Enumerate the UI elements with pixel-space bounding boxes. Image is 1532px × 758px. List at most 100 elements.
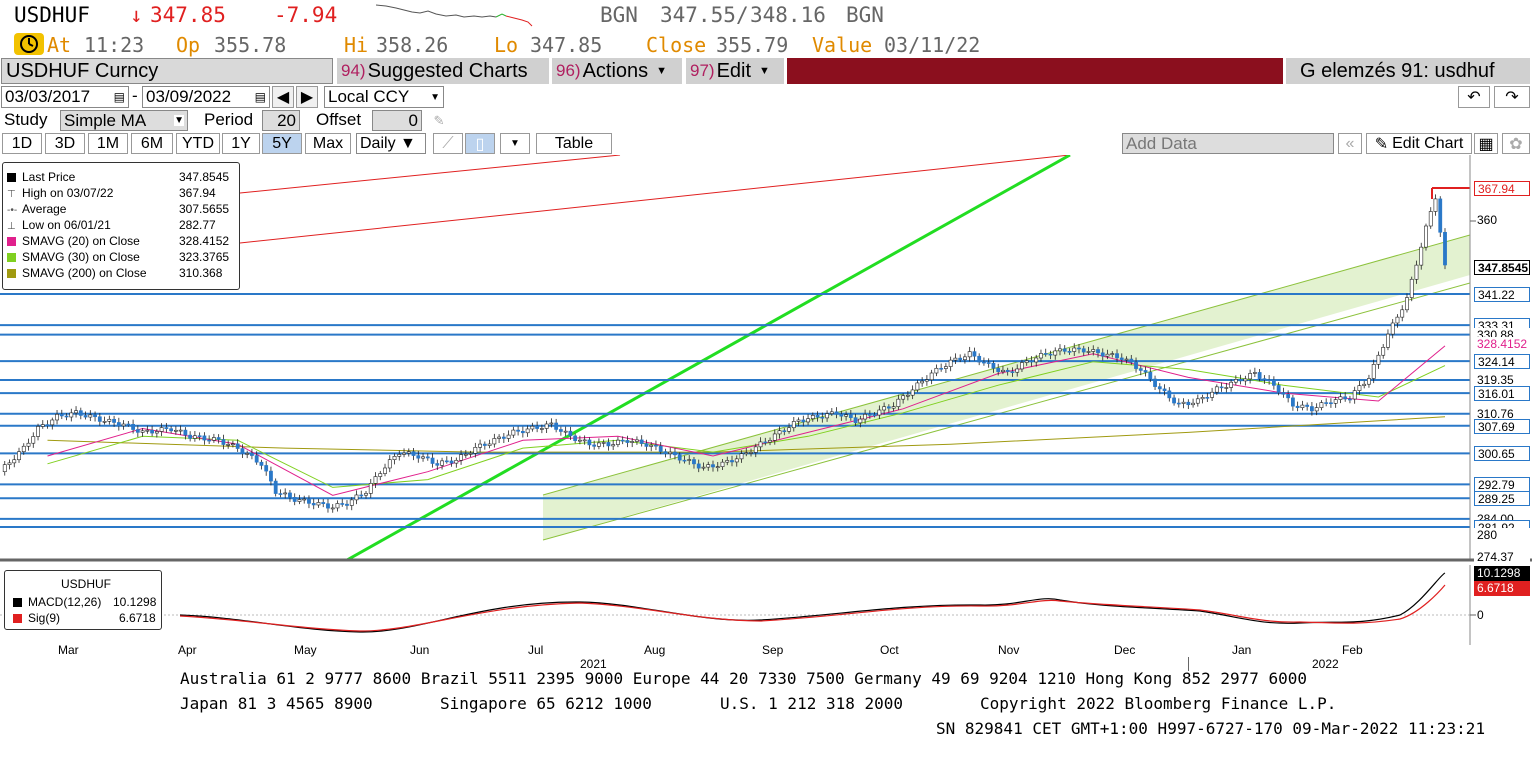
frequency-select[interactable]: Daily ▼ xyxy=(356,133,426,154)
legend-item[interactable]: Last Price xyxy=(7,169,75,185)
candle-body xyxy=(64,415,69,418)
green-trendline xyxy=(346,155,1071,560)
range-button-1d[interactable]: 1D xyxy=(2,133,42,154)
candle-body xyxy=(1143,370,1148,373)
suggested-charts-button[interactable]: 94) Suggested Charts xyxy=(337,58,549,84)
candle-body xyxy=(1333,399,1338,404)
back-arrow-icon[interactable]: ◀ xyxy=(272,86,294,108)
candle-body xyxy=(288,492,292,498)
candle-body xyxy=(12,459,17,464)
legend-item[interactable]: ⊤ High on 03/07/22 xyxy=(7,185,113,201)
legend-item[interactable]: ⊥ Low on 06/01/21 xyxy=(7,217,111,233)
macd-chart[interactable] xyxy=(0,565,1532,645)
range-button-3d[interactable]: 3D xyxy=(45,133,85,154)
candle-body xyxy=(1105,353,1110,357)
candle-body xyxy=(791,421,796,429)
legend-item[interactable]: SMAVG (30) on Close xyxy=(7,249,140,265)
candle-body xyxy=(1157,386,1162,390)
candle-body xyxy=(601,442,606,444)
candle-body xyxy=(1409,278,1414,298)
legend-marker-icon: ⊤ xyxy=(7,189,16,200)
calendar-icon[interactable]: ▤ xyxy=(254,90,266,104)
candle-body xyxy=(782,430,787,433)
candle-body xyxy=(1067,351,1072,353)
study-select[interactable]: Simple MA ▼ xyxy=(60,110,188,131)
candle-body xyxy=(549,422,554,425)
candle-body xyxy=(663,451,668,454)
candle-body xyxy=(50,419,55,426)
candle-chart-icon[interactable]: ▯ xyxy=(465,133,495,154)
add-data-input[interactable]: Add Data xyxy=(1122,133,1334,154)
currency-select[interactable]: Local CCY ▼ xyxy=(324,86,444,108)
range-button-6m[interactable]: 6M xyxy=(131,133,173,154)
sig-tag: 6.6718 xyxy=(1474,581,1530,596)
candle-body xyxy=(810,415,815,420)
edit-chart-button[interactable]: ✎ Edit Chart xyxy=(1366,133,1472,154)
range-button-max[interactable]: Max xyxy=(305,133,351,154)
collapse-icon[interactable]: « xyxy=(1338,133,1362,154)
high-value: 358.26 xyxy=(376,33,449,57)
security-field[interactable]: USDHUF Curncy xyxy=(1,58,333,84)
legend-value: 323.3765 xyxy=(179,250,230,264)
candle-body xyxy=(777,430,782,435)
start-date-input[interactable]: 03/03/2017 ▤ xyxy=(1,86,129,108)
chart-type-dropdown-icon[interactable]: ▼ xyxy=(500,133,530,154)
range-button-5y[interactable]: 5Y xyxy=(262,133,302,154)
range-button-ytd[interactable]: YTD xyxy=(176,133,220,154)
candle-body xyxy=(330,507,335,510)
legend-item[interactable]: -•- Average xyxy=(7,201,66,217)
gear-icon[interactable]: ✿ xyxy=(1502,133,1530,154)
candle-body xyxy=(1167,390,1172,399)
edit-menu[interactable]: 97) Edit ▼ xyxy=(686,58,784,84)
candle-body xyxy=(720,461,725,467)
bid-currency: BGN xyxy=(600,3,638,27)
redo-icon[interactable]: ↷ xyxy=(1494,86,1530,108)
candle-body xyxy=(701,466,706,469)
table-button[interactable]: Table xyxy=(536,133,612,154)
chart-settings-icon[interactable]: ▦ xyxy=(1474,133,1498,154)
year-separator xyxy=(1188,657,1189,671)
candle-body xyxy=(1300,404,1305,408)
macd-legend[interactable]: USDHUF MACD(12,26) 10.1298 Sig(9) 6.6718 xyxy=(4,570,162,630)
legend-item[interactable]: SMAVG (20) on Close xyxy=(7,233,140,249)
candle-body xyxy=(1039,353,1043,359)
candle-body xyxy=(36,426,40,437)
candle-body xyxy=(468,453,473,455)
period-input[interactable]: 20 xyxy=(262,110,300,131)
clock-icon[interactable] xyxy=(14,33,44,55)
range-button-1y[interactable]: 1Y xyxy=(222,133,260,154)
offset-input[interactable]: 0 xyxy=(372,110,422,131)
candle-body xyxy=(1148,371,1153,380)
candle-body xyxy=(1257,372,1262,379)
calendar-icon[interactable]: ▤ xyxy=(113,90,125,104)
legend-item[interactable]: SMAVG (200) on Close xyxy=(7,265,147,281)
candle-body xyxy=(240,448,245,454)
price-chart[interactable] xyxy=(0,155,1532,565)
candle-body xyxy=(1424,225,1428,248)
candle-body xyxy=(1224,387,1229,389)
end-date-input[interactable]: 03/09/2022 ▤ xyxy=(142,86,270,108)
range-button-1m[interactable]: 1M xyxy=(88,133,128,154)
candle-body xyxy=(1314,407,1319,412)
level-price-label: 300.65 xyxy=(1474,446,1530,462)
legend-value: 347.8545 xyxy=(179,170,230,184)
candle-body xyxy=(796,419,801,422)
forward-arrow-icon[interactable]: ▶ xyxy=(296,86,318,108)
pencil-icon[interactable]: ✎ xyxy=(434,110,444,129)
x-axis-month-label: Feb xyxy=(1342,643,1363,657)
line-chart-icon[interactable]: ⟋ xyxy=(433,133,463,154)
chart-legend[interactable]: Last Price 347.8545 ⊤ High on 03/07/22 367.9… xyxy=(2,162,240,290)
actions-num: 96) xyxy=(556,61,581,80)
candle-body xyxy=(440,460,444,466)
footer-session: SN 829841 CET GMT+1:00 H997-6727-170 09-… xyxy=(936,719,1486,738)
candle-body xyxy=(706,464,711,468)
candle-body xyxy=(1276,385,1281,393)
undo-icon[interactable]: ↶ xyxy=(1458,86,1490,108)
actions-menu[interactable]: 96) Actions ▼ xyxy=(552,58,682,84)
footer-us: U.S. 1 212 318 2000 xyxy=(720,694,904,713)
candle-body xyxy=(1162,388,1167,392)
year-2021-label: 2021 xyxy=(580,657,607,671)
candle-body xyxy=(231,443,235,446)
start-date-value: 03/03/2017 xyxy=(5,87,91,106)
edit-chart-label: Edit Chart xyxy=(1392,134,1464,152)
